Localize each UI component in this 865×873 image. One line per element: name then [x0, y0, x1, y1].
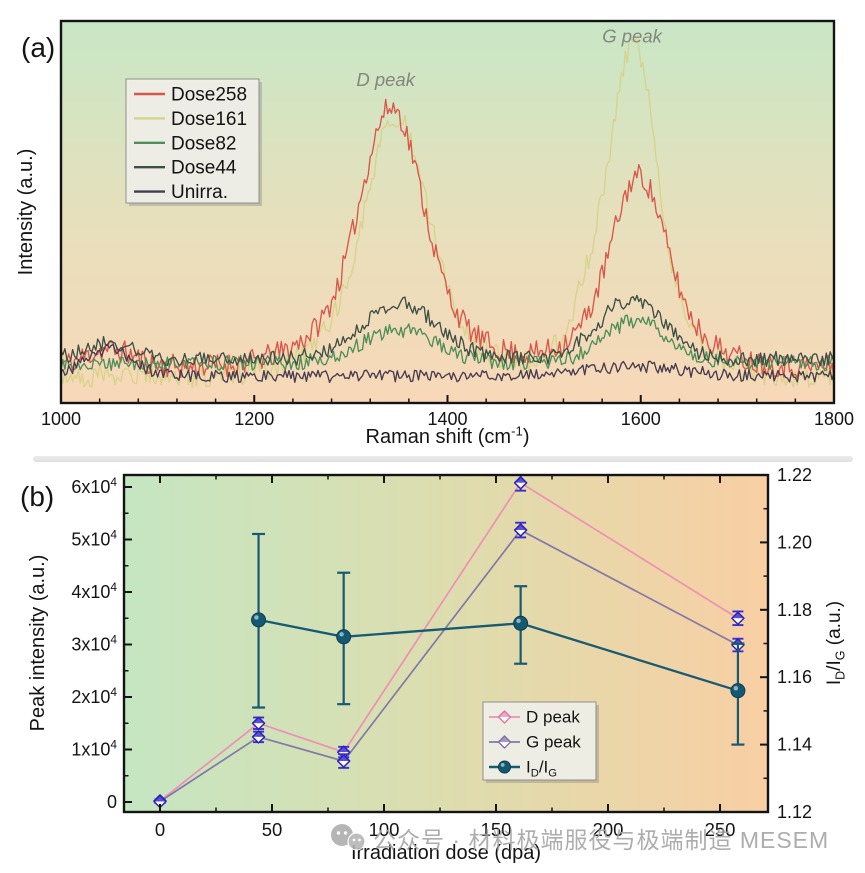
- x-tick-label: 1000: [41, 409, 81, 429]
- series-line-IDIG: [258, 618, 739, 692]
- series-line-Dose44: [61, 294, 834, 367]
- x-tick-label: 200: [593, 819, 624, 840]
- legend-item-Gpeak: G peak: [489, 733, 581, 752]
- y-left-tick-label: 4x104: [71, 580, 117, 602]
- y-right-tick-label: 1.20: [777, 532, 812, 552]
- y-left-tick-label: 2x104: [71, 685, 117, 707]
- legend-label: Dose258: [171, 85, 247, 106]
- y-right-tick-label: 1.12: [777, 802, 812, 822]
- annotation-g-peak: G peak: [602, 25, 663, 46]
- y-right-tick-label: 1.16: [777, 667, 812, 687]
- legend-label: ID/IG: [526, 758, 557, 780]
- x-tick-label: 1800: [814, 409, 854, 429]
- x-tick-label: 1200: [234, 409, 274, 429]
- panel-a-x-title: Raman shift (cm-1): [366, 423, 530, 448]
- series-line-Unirra: [61, 343, 834, 384]
- panel-a-x-axis: 1000 1200 1400 1600 1800: [41, 395, 854, 429]
- x-tick-label: 150: [481, 819, 512, 840]
- panel-a-svg: 1000 1200 1400 1600 1800 Raman shift (cm-1) In…: [15, 19, 854, 448]
- x-tick-label: 100: [369, 819, 400, 840]
- y-left-tick-label: 6x104: [71, 475, 117, 497]
- legend-label: Dose82: [171, 133, 237, 154]
- legend-item-Dpeak: D peak: [489, 708, 580, 727]
- series-line-Dose258: [61, 98, 834, 379]
- panel-b-axes: 0 50 100 150 200 250 0 1x104 2x104 3x104 4x104 5x10…: [71, 465, 812, 840]
- panel-a-tag: (a): [21, 32, 55, 63]
- panel-a-y-title: Intensity (a.u.): [15, 149, 37, 276]
- legend-item-Dose82: Dose82: [134, 133, 237, 154]
- raman-curves: [61, 37, 834, 388]
- x-tick-label: 0: [155, 819, 165, 840]
- y-left-tick-label: 5x104: [71, 528, 117, 550]
- x-tick-label: 1400: [427, 409, 467, 429]
- y-right-tick-label: 1.14: [777, 735, 812, 755]
- panel-b-x-title: Irradiation dose (dpa): [351, 842, 541, 864]
- legend-label: G peak: [526, 733, 581, 752]
- y-left-tick-label: 1x104: [71, 738, 117, 760]
- panel-divider: [33, 456, 853, 462]
- annotation-d-peak: D peak: [356, 69, 416, 90]
- legend-item-Dose161: Dose161: [134, 109, 247, 130]
- x-tick-label: 1600: [621, 409, 661, 429]
- legend-label: D peak: [526, 708, 580, 727]
- y-left-tick-label: 3x104: [71, 633, 117, 655]
- series-line-Dose82: [61, 314, 834, 372]
- legend-item-Dose44: Dose44: [134, 158, 237, 179]
- y-right-tick-label: 1.22: [777, 465, 812, 485]
- legend-label: Dose161: [171, 109, 247, 130]
- x-tick-label: 250: [705, 819, 736, 840]
- panel-b-legend: D peak G peak ID/IG: [482, 701, 599, 783]
- y-right-tick-label: 1.18: [777, 600, 812, 620]
- legend-item-Unirra: Unirra.: [134, 182, 228, 203]
- panel-b-tag: (b): [20, 481, 54, 512]
- legend-label: Dose44: [171, 158, 237, 179]
- y-left-tick-label: 0: [107, 792, 117, 812]
- panel-b-y-right-title: ID/IG (a.u.): [824, 601, 848, 685]
- panel-b-svg: 0 50 100 150 200 250 0 1x104 2x104 3x104 4x104 5x10…: [20, 465, 848, 864]
- series-points-IDIG: [251, 532, 746, 746]
- legend-label: Unirra.: [171, 182, 228, 203]
- legend-item-Dose258: Dose258: [134, 85, 247, 106]
- panel-b-plot-area: [124, 475, 768, 812]
- panel-a-legend: Dose258 Dose161 Dose82 Dose44 Unirra.: [125, 78, 262, 206]
- legend-item-IDIG: ID/IG: [489, 758, 557, 780]
- x-tick-label: 50: [262, 819, 283, 840]
- panel-b-series: [153, 473, 746, 809]
- panel-b-y-left-title: Peak intensity (a.u.): [27, 555, 49, 732]
